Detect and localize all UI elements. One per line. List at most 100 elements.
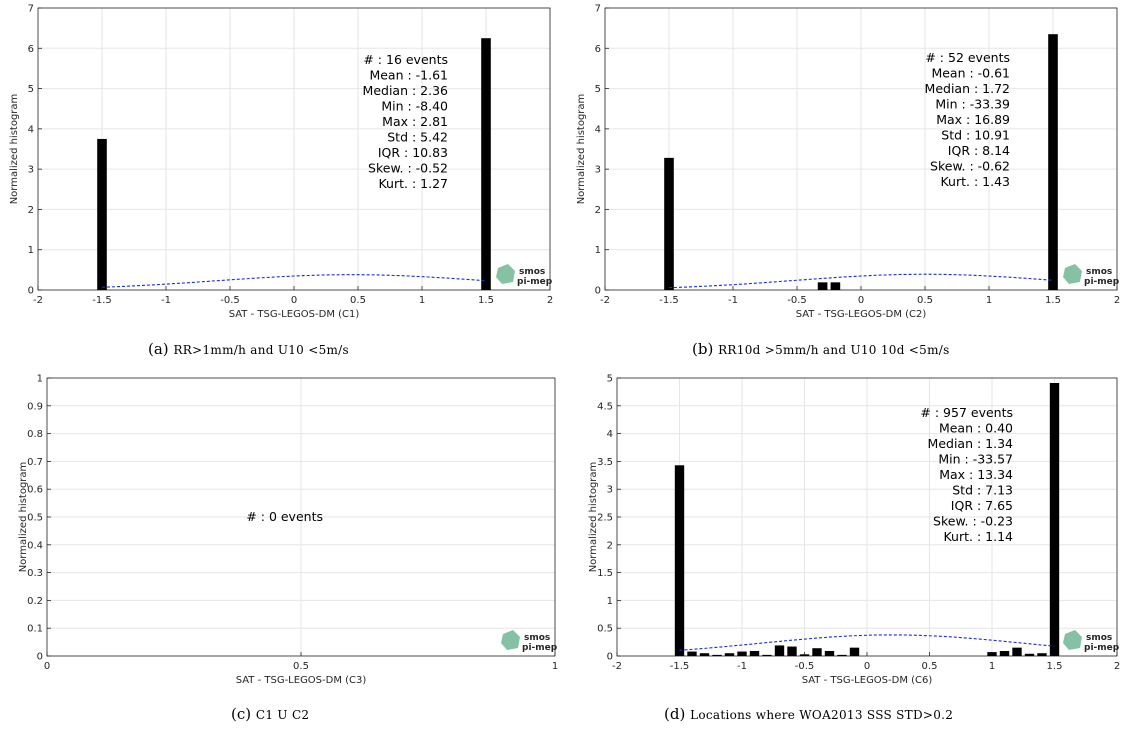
y-tick-label: 4 — [28, 124, 34, 135]
histogram-bar — [817, 282, 828, 290]
stats-line: # : 16 events — [363, 52, 448, 67]
logo-text-line2: pi-mep — [1084, 643, 1120, 653]
x-tick-label: 0.5 — [350, 295, 366, 306]
y-tick-label: 2.5 — [597, 513, 613, 524]
x-tick-label: -1.5 — [670, 661, 690, 672]
y-tick-label: 0.6 — [27, 485, 43, 496]
caption-d-text: Locations where WOA2013 SSS STD>0.2 — [690, 708, 954, 722]
histogram-bar — [664, 157, 674, 290]
y-tick-label: 3 — [28, 165, 34, 176]
stats-line: Max : 13.34 — [939, 467, 1013, 482]
logo-text-line2: pi-mep — [517, 277, 553, 287]
stats-line: Skew. : -0.52 — [368, 161, 448, 176]
stats-line: Max : 2.81 — [382, 114, 448, 129]
caption-c-tag: (c) — [231, 705, 252, 723]
x-tick-label: 0 — [858, 295, 864, 306]
histogram-bar — [1049, 383, 1060, 656]
stats-line: IQR : 7.65 — [951, 498, 1013, 513]
histogram-bar — [987, 652, 997, 656]
stats-line: Kurt. : 1.14 — [943, 529, 1013, 544]
x-axis-label: SAT - TSG-LEGOS-DM (C1) — [229, 309, 360, 320]
y-tick-label: 2 — [607, 540, 613, 551]
chart-panel-3: 0 0.5 1 0 0.1 0.2 0.3 0.4 0.5 0.6 0.7 0.8 0.9 1 SAT - … — [18, 374, 558, 687]
histogram-bar — [687, 651, 697, 656]
stats-line: IQR : 10.83 — [378, 145, 448, 160]
histogram-bar — [999, 650, 1010, 656]
y-tick-label: 6 — [595, 44, 601, 55]
x-tick-label: 1 — [989, 661, 995, 672]
x-tick-label: -1 — [728, 295, 738, 306]
x-axis-label: SAT - TSG-LEGOS-DM (C6) — [802, 675, 933, 686]
y-tick-label: 0.8 — [27, 429, 43, 440]
logo-text-line1: smos — [1086, 267, 1112, 277]
y-tick-label: 2 — [595, 205, 601, 216]
x-tick-label: 1.5 — [478, 295, 494, 306]
y-axis-label: Normalized histogram — [588, 462, 599, 573]
stats-line: Skew. : -0.62 — [930, 159, 1010, 174]
y-tick-label: 5 — [595, 84, 601, 95]
x-tick-label: -0.5 — [787, 295, 807, 306]
stats-line: Mean : -0.61 — [931, 66, 1010, 81]
stats-line: Max : 16.89 — [936, 112, 1010, 127]
logo-text-line2: pi-mep — [522, 643, 558, 653]
y-axis-label: Normalized histogram — [576, 94, 587, 205]
x-tick-label: 1.5 — [1047, 661, 1063, 672]
x-tick-label: 0 — [44, 661, 50, 672]
y-tick-label: 3 — [595, 165, 601, 176]
x-tick-label: 1.5 — [1045, 295, 1061, 306]
gaussian-fit-line — [668, 273, 1054, 289]
y-tick-label: 0.7 — [27, 457, 43, 468]
histogram-bar — [712, 654, 722, 656]
y-tick-label: 4 — [607, 429, 613, 440]
x-tick-label: -2 — [612, 661, 622, 672]
histogram-bar — [830, 282, 841, 290]
caption-b-text: RR10d >5mm/h and U10 10d <5m/s — [718, 343, 950, 357]
stats-line: Kurt. : 1.43 — [940, 174, 1010, 189]
x-tick-label: 0 — [291, 295, 297, 306]
x-axis-label: SAT - TSG-LEGOS-DM (C2) — [796, 309, 927, 320]
y-tick-label: 0.9 — [27, 401, 43, 412]
caption-a-tag: (a) — [148, 340, 169, 358]
stats-line: Std : 5.42 — [387, 130, 448, 145]
x-tick-label: -0.5 — [220, 295, 240, 306]
y-tick-label: 3.5 — [597, 457, 613, 468]
histogram-bar — [1048, 34, 1058, 290]
caption-a: (a) RR>1mm/h and U10 <5m/s — [148, 340, 349, 358]
x-tick-label: -1 — [737, 661, 747, 672]
histogram-bar — [774, 645, 785, 656]
caption-c-text: C1 U C2 — [255, 708, 310, 722]
x-tick-label: -0.5 — [795, 661, 815, 672]
stats-line: Median : 1.72 — [925, 81, 1010, 96]
histogram-bar — [749, 650, 760, 656]
y-tick-label: 0.5 — [27, 513, 43, 524]
stats-line: Skew. : -0.23 — [933, 514, 1013, 529]
x-tick-label: 1 — [552, 661, 558, 672]
histogram-bar — [737, 651, 747, 656]
x-tick-label: 1 — [986, 295, 992, 306]
x-tick-label: 0.5 — [922, 661, 938, 672]
x-tick-label: 1 — [419, 295, 425, 306]
logo-text-line1: smos — [1086, 633, 1112, 643]
stats-line: Min : -8.40 — [381, 99, 448, 114]
stats-line: Median : 1.34 — [928, 436, 1014, 451]
stats-line: # : 0 events — [246, 509, 323, 524]
gaussian-fit-line — [679, 634, 1055, 651]
y-tick-label: 0 — [607, 652, 613, 663]
x-tick-label: -1 — [161, 295, 171, 306]
histogram-bar — [1024, 653, 1035, 656]
stats-line: Std : 7.13 — [952, 483, 1013, 498]
histogram-bar — [849, 647, 860, 656]
stats-line: Min : -33.39 — [935, 97, 1010, 112]
caption-b: (b) RR10d >5mm/h and U10 10d <5m/s — [692, 340, 950, 358]
stats-line: # : 52 events — [925, 50, 1010, 65]
y-tick-label: 1 — [28, 245, 34, 256]
histogram-bar — [481, 38, 491, 290]
logo-text-line2: pi-mep — [1084, 277, 1120, 287]
chart-panel-4: -2 -1.5 -1 -0.5 0 0.5 1 1.5 2 0 0.5 1 1.5 2 2.5 3 3.5 4 4.… — [588, 374, 1120, 687]
y-tick-label: 1 — [37, 374, 43, 385]
histogram-bar — [724, 653, 735, 656]
